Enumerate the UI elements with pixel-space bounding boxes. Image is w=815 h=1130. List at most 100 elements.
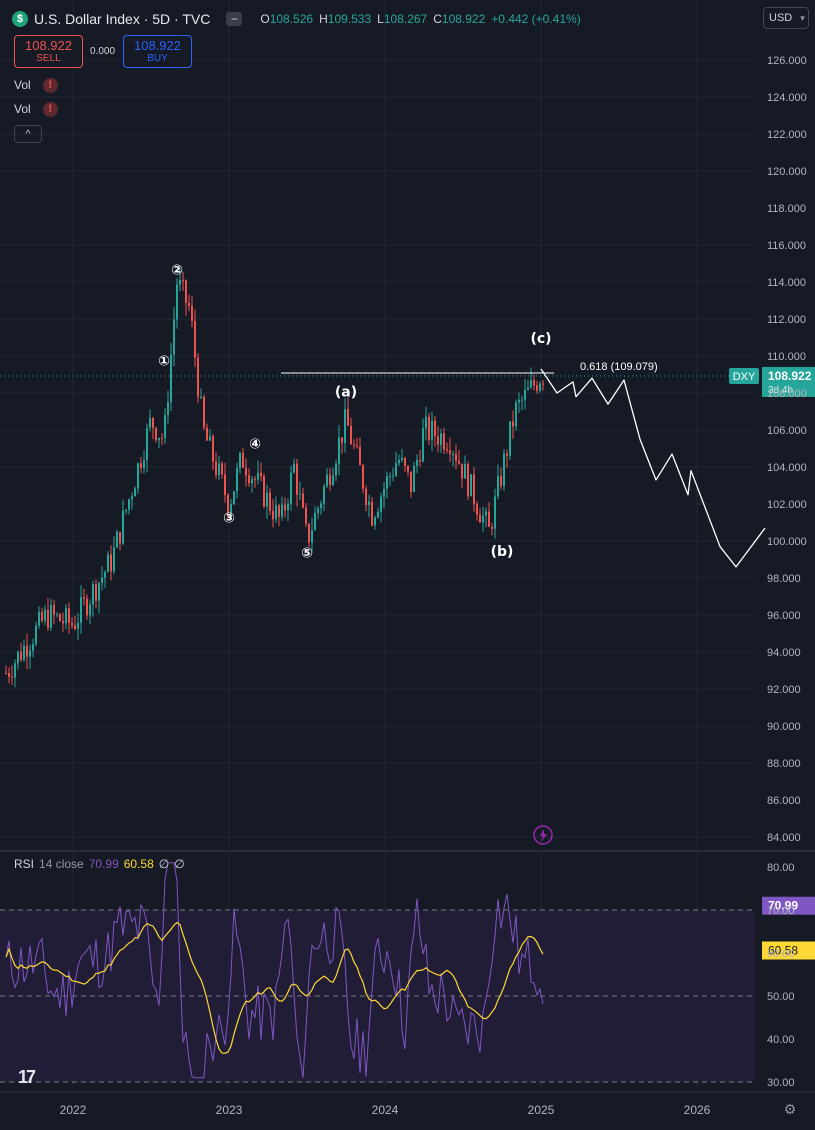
- price-tick-label: 88.000: [767, 758, 801, 770]
- tradingview-logo[interactable]: 17: [18, 1067, 36, 1087]
- candle-body: [344, 409, 346, 443]
- candle-body: [299, 493, 301, 495]
- candle-body: [173, 319, 175, 355]
- rsi-tick-label: 80.00: [767, 862, 795, 874]
- price-tick-label: 118.000: [767, 203, 806, 215]
- candle-body: [467, 463, 469, 497]
- candle-body: [365, 488, 367, 506]
- price-tick-label: 122.000: [767, 129, 807, 141]
- candle-body: [419, 459, 421, 462]
- projection-path: [540, 368, 766, 568]
- currency-select[interactable]: USD ▾: [763, 7, 809, 29]
- candle-body: [374, 517, 376, 526]
- symbol-title[interactable]: U.S. Dollar Index · 5D · TVC: [34, 11, 211, 27]
- candle-body: [68, 608, 70, 623]
- rsi-panel: 70.99 60.58: [0, 862, 815, 1083]
- candle-body: [59, 614, 61, 622]
- candle-body: [311, 530, 313, 543]
- rsi-legend-value: 70.99: [88, 857, 119, 871]
- candle-body: [95, 584, 97, 601]
- price-tick-label: 116.000: [767, 240, 806, 252]
- candle-body: [41, 612, 43, 621]
- candle-body: [230, 504, 232, 514]
- candle-body: [11, 676, 13, 678]
- candle-body: [278, 505, 280, 517]
- candle-body: [227, 495, 229, 514]
- candle-body: [440, 433, 442, 445]
- countdown-label: 3d 4h: [768, 385, 793, 396]
- time-tick-label: 2023: [216, 1103, 243, 1117]
- low-label: L: [377, 12, 384, 26]
- candle-body: [275, 505, 277, 520]
- candle-body: [494, 496, 496, 529]
- volume-indicator-2[interactable]: Vol !: [14, 101, 58, 117]
- candle-body: [266, 492, 268, 507]
- candle-body: [53, 605, 55, 615]
- sell-button[interactable]: 108.922 SELL: [14, 35, 83, 68]
- settings-gear-icon[interactable]: ⚙: [783, 1100, 797, 1117]
- warning-icon[interactable]: !: [42, 101, 58, 117]
- candle-body: [71, 622, 73, 626]
- candle-body: [77, 622, 79, 629]
- candle-body: [317, 508, 319, 513]
- price-tick-label: 126.000: [767, 55, 807, 67]
- candle-body: [398, 459, 400, 464]
- candle-body: [395, 463, 397, 476]
- candle-body: [449, 450, 451, 454]
- candle-body: [485, 511, 487, 516]
- volume-indicator-1[interactable]: Vol !: [14, 77, 58, 93]
- candle-body: [359, 446, 361, 466]
- price-tick-label: 84.000: [767, 832, 801, 844]
- price-tick-label: 94.000: [767, 647, 801, 659]
- high-label: H: [319, 12, 328, 26]
- time-tick-label: 2024: [372, 1103, 399, 1117]
- price-tick-label: 96.000: [767, 610, 801, 622]
- rsi-ma-line: [5, 921, 544, 1054]
- collapse-indicators-button[interactable]: ^: [14, 125, 42, 143]
- rsi-line: [5, 862, 544, 1079]
- candle-body: [500, 476, 502, 486]
- candle-body: [119, 531, 121, 544]
- close-value: 108.922: [441, 12, 486, 26]
- buy-button[interactable]: 108.922 BUY: [123, 35, 192, 68]
- candle-body: [446, 449, 448, 451]
- wave-label: ①: [158, 353, 170, 369]
- candle-body: [470, 474, 472, 497]
- wave-label: ④: [249, 437, 261, 453]
- candle-body: [155, 427, 157, 441]
- rsi-tick-label: 60.00: [767, 948, 795, 960]
- candle-body: [287, 503, 289, 511]
- candle-body: [473, 474, 475, 505]
- candle-body: [185, 280, 187, 303]
- candle-body: [26, 645, 28, 657]
- rsi-legend[interactable]: RSI 14 close 70.99 60.58 ∅ ∅: [14, 857, 185, 871]
- candle-body: [512, 421, 514, 427]
- candle-body: [248, 475, 250, 484]
- candle-body: [371, 501, 373, 526]
- candle-body: [242, 453, 244, 468]
- rsi-ma-badge-label: 60.58: [768, 944, 798, 958]
- dollar-symbol-icon: $: [12, 11, 28, 27]
- candle-body: [203, 396, 205, 428]
- candle-body: [14, 663, 16, 678]
- warning-icon[interactable]: !: [42, 77, 58, 93]
- time-tick-label: 2026: [684, 1103, 711, 1117]
- candle-body: [332, 475, 334, 485]
- candle-body: [260, 472, 262, 477]
- candle-body: [35, 625, 37, 645]
- candle-body: [305, 507, 307, 524]
- candle-body: [293, 463, 295, 473]
- high-value: 109.533: [327, 12, 372, 26]
- candle-body: [89, 604, 91, 616]
- candle-body: [296, 463, 298, 495]
- candle-body: [539, 383, 541, 391]
- chart-header: $ U.S. Dollar Index · 5D · TVC − O 108.5…: [12, 9, 587, 29]
- collapse-legend-button[interactable]: −: [226, 12, 243, 26]
- open-value: 108.526: [269, 12, 314, 26]
- candle-body: [146, 427, 148, 461]
- candle-body: [86, 598, 88, 616]
- candle-body: [383, 488, 385, 497]
- rsi-tick-label: 70.00: [767, 905, 795, 917]
- candle-body: [47, 609, 49, 628]
